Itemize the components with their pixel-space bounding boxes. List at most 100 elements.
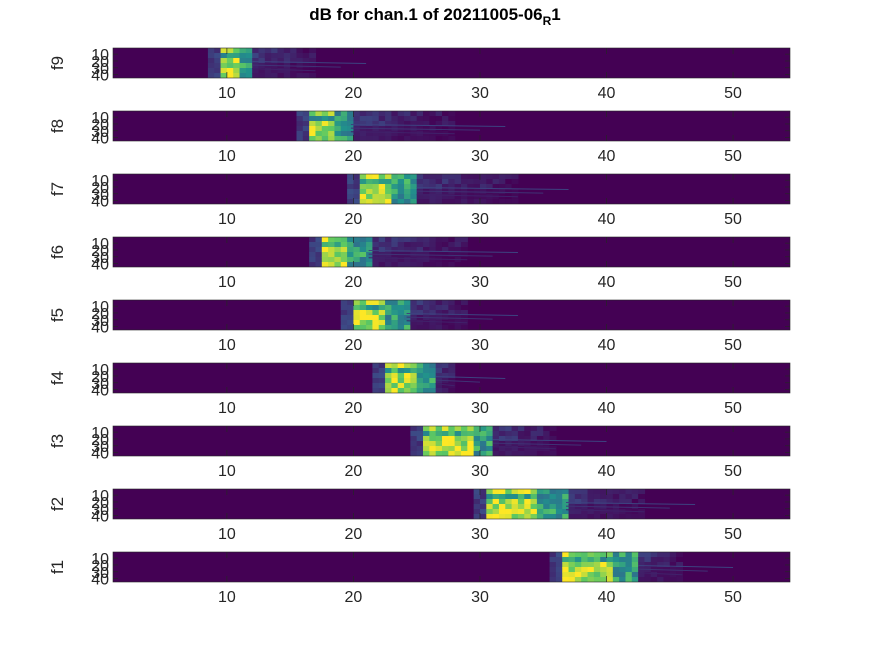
- heatmap-cell: [378, 194, 386, 200]
- heatmap-cell: [378, 300, 386, 306]
- heatmap-cell: [435, 262, 443, 267]
- heatmap-cell: [378, 199, 386, 204]
- heatmap-cells: [549, 552, 734, 582]
- heatmap-cell: [429, 368, 437, 374]
- heatmap-cell: [473, 174, 481, 180]
- heatmap-cell: [524, 499, 532, 505]
- heatmap-cell: [549, 557, 557, 563]
- heatmap-cell: [359, 325, 367, 330]
- heatmap-cell: [619, 499, 627, 505]
- heatmap-cell: [505, 451, 513, 456]
- heatmap-cell: [454, 252, 462, 258]
- heatmap-cell: [359, 121, 367, 127]
- heatmap-cell: [378, 131, 386, 137]
- heatmap-cell: [391, 325, 399, 330]
- heatmap-cell: [372, 310, 380, 316]
- heatmap-cell: [581, 494, 589, 500]
- heatmap-cell: [600, 489, 608, 495]
- heatmap-cell: [404, 194, 411, 200]
- heatmap-cell: [663, 557, 671, 563]
- heatmap-cell: [410, 441, 418, 447]
- heatmap-cells: [372, 363, 506, 393]
- heatmap-cell: [549, 552, 557, 558]
- heatmap-cell: [378, 325, 386, 330]
- heatmap-cell: [347, 131, 355, 137]
- heatmap-cell: [366, 174, 374, 180]
- heatmap-cell: [536, 514, 544, 519]
- x-tick-label: 50: [724, 274, 742, 291]
- heatmap-cell: [416, 184, 424, 190]
- heatmap-cell: [353, 116, 361, 122]
- heatmap-cell: [435, 111, 443, 117]
- heatmap-cell: [549, 577, 557, 582]
- heatmap-cell: [492, 426, 500, 432]
- heatmap-cell: [498, 174, 506, 180]
- heatmap-cell: [321, 242, 329, 248]
- heatmap-cell: [378, 247, 386, 253]
- heatmap-cell: [264, 73, 272, 78]
- heatmap-cell: [378, 179, 386, 185]
- heatmap-cell: [353, 257, 361, 263]
- heatmap-tail: [368, 253, 493, 257]
- heatmap-cell: [239, 68, 247, 74]
- heatmap-cell: [505, 184, 513, 190]
- heatmap-cell: [347, 257, 355, 263]
- heatmap-cell: [435, 441, 443, 447]
- heatmap-cell: [233, 73, 241, 78]
- heatmap-cell: [410, 136, 418, 141]
- heatmap-cell: [587, 572, 595, 578]
- heatmap-cell: [549, 509, 557, 515]
- heatmap-cell: [543, 441, 551, 447]
- heatmap-cell: [435, 257, 443, 263]
- heatmap-cell: [492, 189, 500, 195]
- heatmap-cell: [460, 237, 468, 243]
- heatmap-tail: [492, 442, 582, 446]
- heatmap-cell: [347, 116, 355, 122]
- heatmap-cell: [442, 300, 449, 306]
- heatmap-cell: [448, 199, 456, 204]
- heatmap-cell: [587, 552, 595, 558]
- heatmap-cell: [581, 572, 589, 578]
- heatmap-cell: [429, 320, 437, 326]
- axes-box: [112, 110, 791, 142]
- heatmap-cell: [638, 572, 646, 578]
- heatmap-cell: [581, 489, 589, 495]
- heatmap-cell: [416, 305, 424, 311]
- heatmap-cell: [416, 383, 424, 389]
- heatmap-tail: [492, 446, 556, 450]
- heatmap-cell: [676, 562, 684, 568]
- heatmap-cell: [669, 577, 677, 582]
- heatmap-cell: [460, 431, 468, 437]
- heatmap-cell: [220, 63, 228, 69]
- heatmap-cell: [429, 300, 437, 306]
- heatmap-cell: [562, 504, 570, 510]
- heatmap-cell: [423, 378, 430, 384]
- heatmap-cell: [391, 189, 399, 195]
- heatmap-cell: [619, 557, 627, 563]
- heatmap-cell: [619, 567, 627, 573]
- heatmap-cell: [479, 509, 487, 515]
- heatmap-cell: [460, 184, 468, 190]
- heatmap-cell: [448, 325, 456, 330]
- heatmap-cell: [448, 368, 456, 374]
- heatmap-cell: [252, 63, 260, 69]
- heatmap-cell: [492, 436, 500, 442]
- heatmap-cell: [423, 184, 430, 190]
- heatmap-cell: [271, 58, 279, 64]
- heatmap-cell: [638, 494, 646, 500]
- heatmap-cell: [460, 300, 468, 306]
- heatmap-cell: [410, 363, 418, 369]
- x-tick-label: 50: [724, 148, 742, 165]
- heatmap-cell: [625, 552, 633, 558]
- heatmap-cells: [347, 174, 569, 204]
- x-tick-label: 50: [724, 337, 742, 354]
- heatmap-cell: [214, 58, 222, 64]
- heatmap-cell: [435, 373, 443, 379]
- heatmap-cell: [315, 237, 323, 243]
- heatmap-cell: [372, 262, 380, 267]
- heatmap-cell: [442, 383, 449, 389]
- heatmap-cell: [302, 48, 310, 54]
